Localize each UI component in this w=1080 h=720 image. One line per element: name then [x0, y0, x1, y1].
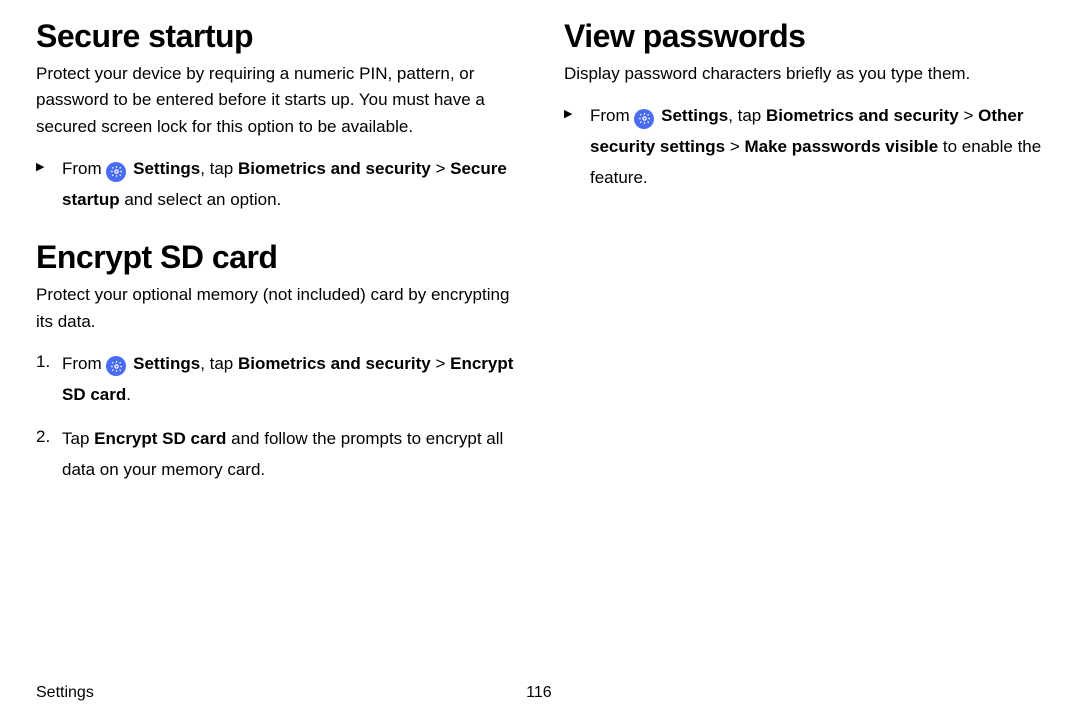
intro-secure-startup: Protect your device by requiring a numer…	[36, 61, 516, 140]
right-column: View passwords Display password characte…	[564, 18, 1044, 499]
step-body: From Settings, tap Biometrics and securi…	[62, 154, 516, 215]
settings-gear-icon	[634, 109, 654, 129]
text: From	[62, 159, 106, 178]
step-body: From Settings, tap Biometrics and securi…	[62, 349, 516, 410]
text: , tap	[200, 159, 238, 178]
chevron: >	[725, 137, 744, 156]
text: Tap	[62, 429, 94, 448]
nav-bold: Biometrics and security	[238, 159, 431, 178]
step-body: From Settings, tap Biometrics and securi…	[590, 101, 1044, 193]
text: From	[62, 354, 106, 373]
chevron: >	[431, 159, 450, 178]
heading-secure-startup: Secure startup	[36, 18, 516, 55]
nav-bold: Biometrics and security	[238, 354, 431, 373]
text: From	[590, 106, 634, 125]
intro-encrypt-sd: Protect your optional memory (not includ…	[36, 282, 516, 335]
chevron: >	[959, 106, 978, 125]
list-number: 2.	[36, 424, 62, 450]
settings-label: Settings	[133, 354, 200, 373]
text: , tap	[728, 106, 766, 125]
settings-label: Settings	[133, 159, 200, 178]
settings-gear-icon	[106, 162, 126, 182]
step-encrypt-sd-2: 2. Tap Encrypt SD card and follow the pr…	[36, 424, 516, 485]
heading-encrypt-sd: Encrypt SD card	[36, 239, 516, 276]
text: .	[126, 385, 131, 404]
left-column: Secure startup Protect your device by re…	[36, 18, 516, 499]
nav-bold: Make passwords visible	[744, 137, 938, 156]
page-footer: Settings 116	[36, 684, 1044, 702]
nav-bold: Biometrics and security	[766, 106, 959, 125]
step-encrypt-sd-1: 1. From Settings, tap Biometrics and sec…	[36, 349, 516, 410]
settings-gear-icon	[106, 356, 126, 376]
section-view-passwords: View passwords Display password characte…	[564, 18, 1044, 193]
list-number: 1.	[36, 349, 62, 375]
section-secure-startup: Secure startup Protect your device by re…	[36, 18, 516, 215]
step-body: Tap Encrypt SD card and follow the promp…	[62, 424, 516, 485]
chevron: >	[431, 354, 450, 373]
settings-label: Settings	[661, 106, 728, 125]
nav-bold: Encrypt SD card	[94, 429, 226, 448]
intro-view-passwords: Display password characters briefly as y…	[564, 61, 1044, 87]
step-view-passwords: From Settings, tap Biometrics and securi…	[564, 101, 1044, 193]
bullet-triangle-icon	[564, 101, 590, 127]
step-secure-startup: From Settings, tap Biometrics and securi…	[36, 154, 516, 215]
bullet-triangle-icon	[36, 154, 62, 180]
text: , tap	[200, 354, 238, 373]
section-encrypt-sd: Encrypt SD card Protect your optional me…	[36, 239, 516, 485]
footer-page-number: 116	[34, 684, 1044, 702]
heading-view-passwords: View passwords	[564, 18, 1044, 55]
text: and select an option.	[120, 190, 282, 209]
